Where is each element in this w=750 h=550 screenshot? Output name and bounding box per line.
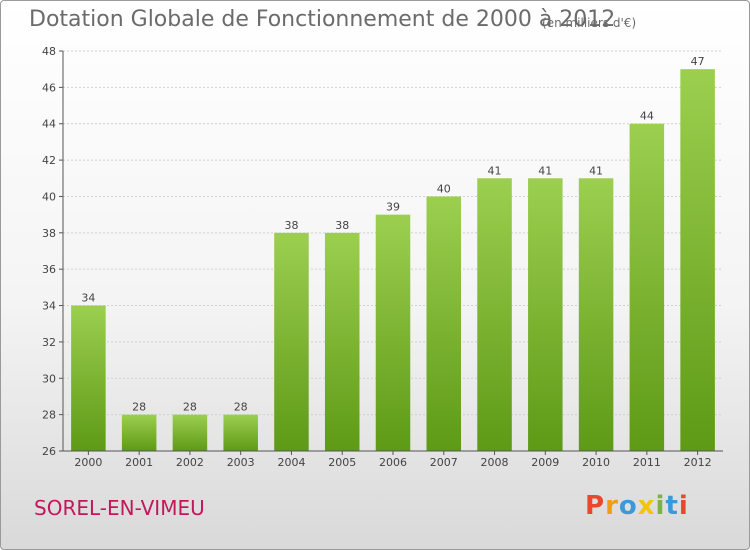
bar — [223, 414, 258, 451]
x-tick-label: 2005 — [328, 456, 356, 469]
x-tick-label: 2004 — [277, 456, 305, 469]
bar — [477, 178, 512, 452]
y-tick-label: 30 — [42, 372, 56, 385]
data-label: 28 — [183, 401, 197, 414]
y-tick-label: 42 — [42, 154, 56, 167]
chart-title: Dotation Globale de Fonctionnement de 20… — [29, 7, 616, 32]
y-tick-label: 36 — [42, 263, 56, 276]
x-tick-label: 2010 — [582, 456, 610, 469]
bar — [172, 414, 208, 451]
x-tick-label: 2007 — [430, 456, 458, 469]
bar — [528, 178, 563, 452]
proxiti-logo: Proxiti — [585, 491, 689, 521]
data-label: 38 — [284, 219, 298, 232]
x-tick-label: 2006 — [379, 456, 407, 469]
axes: 26 28 30 32 34 36 38 40 42 44 46 48 2000 2001 2002 2003… — [42, 45, 723, 469]
y-tick-label: 44 — [42, 118, 56, 131]
commune-name: SOREL-EN-VIMEU — [34, 496, 205, 520]
data-label: 41 — [538, 164, 552, 177]
data-label: 39 — [386, 201, 400, 214]
x-tick-label: 2012 — [684, 456, 712, 469]
y-tick-label: 32 — [42, 336, 56, 349]
data-label: 41 — [488, 164, 502, 177]
logo-letter: t — [665, 491, 679, 521]
chart-subtitle: (en milliers d'€) — [542, 16, 637, 30]
y-tick-label: 28 — [42, 409, 56, 422]
bar — [680, 69, 715, 451]
bar — [629, 123, 665, 452]
data-label: 28 — [234, 401, 248, 414]
bar — [375, 214, 411, 451]
y-tick-label: 34 — [42, 300, 56, 313]
logo-letter: P — [585, 491, 606, 521]
y-tick-label: 38 — [42, 227, 56, 240]
data-label: 47 — [691, 55, 705, 68]
y-tick-label: 40 — [42, 190, 56, 203]
bar — [578, 178, 614, 452]
y-tick-label: 46 — [42, 81, 56, 94]
y-tick-label: 48 — [42, 45, 56, 58]
data-label: 40 — [437, 182, 451, 195]
bars: 34 28 28 28 38 38 39 40 41 41 41 44 47 — [71, 55, 715, 452]
logo-letter: r — [605, 491, 619, 521]
x-tick-label: 2001 — [125, 456, 153, 469]
data-label: 38 — [335, 219, 349, 232]
bar — [426, 196, 462, 451]
bar — [71, 305, 106, 451]
y-tick-label: 26 — [42, 445, 56, 458]
x-tick-label: 2008 — [481, 456, 509, 469]
x-tick-label: 2002 — [176, 456, 204, 469]
data-label: 28 — [132, 401, 146, 414]
data-label: 34 — [81, 292, 95, 305]
bar — [324, 232, 360, 451]
data-label: 41 — [589, 164, 603, 177]
x-tick-label: 2009 — [531, 456, 559, 469]
x-tick-label: 2000 — [74, 456, 102, 469]
bar — [274, 232, 309, 451]
data-label: 44 — [640, 110, 654, 123]
logo-letter: i — [678, 491, 689, 521]
x-tick-label: 2003 — [227, 456, 255, 469]
logo-letter: i — [655, 491, 666, 521]
bar — [121, 414, 157, 451]
logo-letter: o — [618, 491, 638, 521]
logo-letter: x — [637, 491, 656, 521]
x-tick-label: 2011 — [633, 456, 661, 469]
